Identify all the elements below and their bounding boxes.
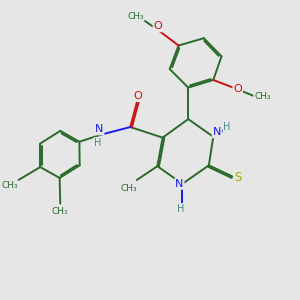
Text: CH₃: CH₃ (2, 182, 19, 190)
Text: N: N (175, 179, 184, 189)
Text: O: O (134, 91, 142, 101)
Text: O: O (154, 21, 162, 32)
Text: H: H (94, 138, 102, 148)
Text: CH₃: CH₃ (254, 92, 271, 101)
Text: S: S (234, 172, 242, 184)
Text: H: H (224, 122, 231, 132)
Text: H: H (177, 204, 184, 214)
Text: N: N (213, 127, 221, 137)
Text: N: N (95, 124, 103, 134)
Text: CH₃: CH₃ (120, 184, 137, 193)
Text: CH₃: CH₃ (52, 207, 69, 216)
Text: CH₃: CH₃ (127, 12, 144, 21)
Text: O: O (233, 84, 242, 94)
